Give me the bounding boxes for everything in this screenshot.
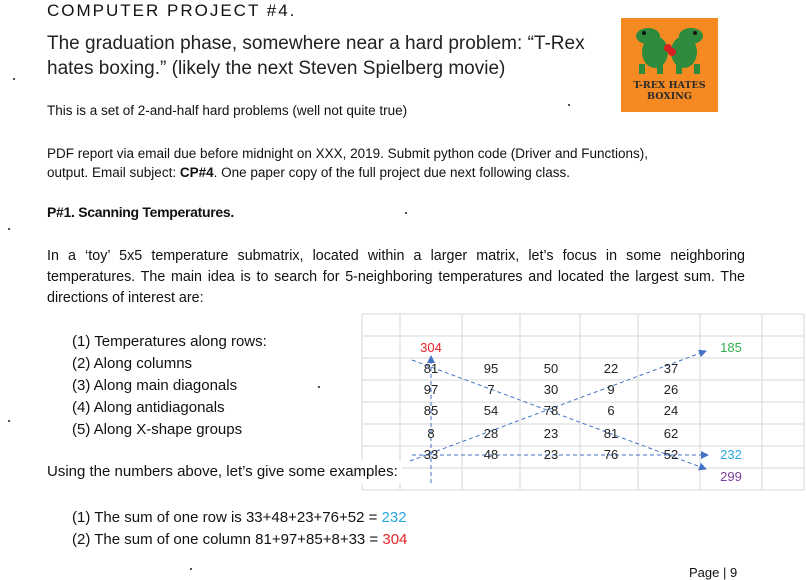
matrix-cell: 30 — [544, 382, 558, 397]
submission-line-1: PDF report via email due before midnight… — [47, 146, 649, 161]
stray-dot — [405, 212, 407, 214]
matrix-cell: 9 — [607, 382, 614, 397]
example-text: (2) The sum of one column 81+97+85+8+33 … — [72, 531, 383, 548]
example-value: 232 — [381, 509, 407, 526]
sum-labels: 304 185 232 299 — [420, 340, 742, 484]
direction-arrow — [411, 359, 707, 471]
subtitle: This is a set of 2-and-half hard problem… — [47, 103, 408, 118]
matrix-cell: 7 — [487, 382, 494, 397]
matrix-cell: 6 — [607, 403, 614, 418]
matrix-cells: 81 95 50 22 37 97 7 30 9 26 85 54 78 6 24 8 28 23 81 62 33 48… — [424, 361, 678, 462]
matrix-cell: 50 — [544, 361, 558, 376]
example-item: (2) The sum of one column 81+97+85+8+33 … — [72, 529, 407, 551]
example-item: (1) The sum of one row is 33+48+23+76+52… — [72, 507, 407, 529]
directions-list: (1) Temperatures along rows: (2) Along c… — [72, 331, 267, 441]
matrix-cell: 22 — [604, 361, 618, 376]
stray-dot — [8, 420, 10, 422]
matrix-cell: 33 — [424, 447, 438, 462]
logo-text-line-1: T-REX HATES — [633, 80, 706, 91]
email-subject: CP#4 — [179, 165, 214, 180]
trex-logo: T-REX HATES BOXING — [621, 18, 718, 112]
row-sum-label: 232 — [720, 447, 742, 462]
stray-dot — [190, 568, 192, 570]
submission-line-2: output. Email subject: CP#4. One paper c… — [47, 163, 570, 182]
page-number: Page | 9 — [689, 565, 738, 580]
matrix-cell: 54 — [484, 403, 498, 418]
matrix-cell: 8 — [427, 426, 434, 441]
logo-text-line-2: BOXING — [647, 91, 692, 102]
direction-item: (1) Temperatures along rows: — [72, 333, 267, 350]
matrix-cell: 26 — [664, 382, 678, 397]
direction-arrows — [409, 349, 709, 483]
matrix-cell: 37 — [664, 361, 678, 376]
example-value: 304 — [382, 531, 408, 548]
direction-item: (4) Along antidiagonals — [72, 399, 225, 416]
examples-intro: Using the numbers above, let’s give some… — [47, 461, 402, 483]
submission-text-end: . One paper copy of the full project due… — [213, 165, 571, 180]
matrix-cell: 81 — [424, 361, 438, 376]
matrix-cell: 24 — [664, 403, 678, 418]
direction-item: (5) Along X-shape groups — [72, 421, 243, 438]
intro-line-1: The graduation phase, somewhere near a h… — [47, 33, 585, 54]
trex-boxing-icon — [636, 28, 703, 74]
examples-list: (1) The sum of one row is 33+48+23+76+52… — [72, 507, 407, 551]
stray-dot — [568, 104, 570, 106]
problem-paragraph: In a ‘toy’ 5x5 temperature submatrix, lo… — [47, 248, 745, 306]
stray-dot — [8, 228, 10, 230]
matrix-cell: 48 — [484, 447, 498, 462]
matrix-cell: 81 — [604, 426, 618, 441]
problem-title: P#1. Scanning Temperatures. — [47, 204, 234, 220]
direction-item: (3) Along main diagonals — [72, 377, 238, 394]
matrix-cell: 28 — [484, 426, 498, 441]
column-sum-label: 304 — [420, 340, 442, 355]
matrix-cell: 52 — [664, 447, 678, 462]
direction-arrow — [409, 349, 707, 462]
matrix-cell: 97 — [424, 382, 438, 397]
matrix-cell: 23 — [544, 426, 558, 441]
matrix-cell: 23 — [544, 447, 558, 462]
matrix-cell: 85 — [424, 403, 438, 418]
matrix-cell: 62 — [664, 426, 678, 441]
stray-dot — [318, 386, 320, 388]
matrix-cell: 95 — [484, 361, 498, 376]
example-text: (1) The sum of one row is 33+48+23+76+52… — [72, 509, 382, 526]
intro-line-2: hates boxing.” (likely the next Steven S… — [47, 58, 506, 79]
stray-dot — [13, 78, 15, 80]
matrix-cell: 76 — [604, 447, 618, 462]
document-heading: COMPUTER PROJECT #4. — [47, 1, 297, 20]
direction-item: (2) Along columns — [72, 355, 193, 372]
matrix-grid — [361, 313, 805, 491]
matrix-cell: 78 — [544, 403, 558, 418]
diagonal-sum-label: 299 — [720, 469, 742, 484]
submission-text: output. Email subject: — [47, 165, 180, 180]
antidiagonal-sum-label: 185 — [720, 340, 742, 355]
